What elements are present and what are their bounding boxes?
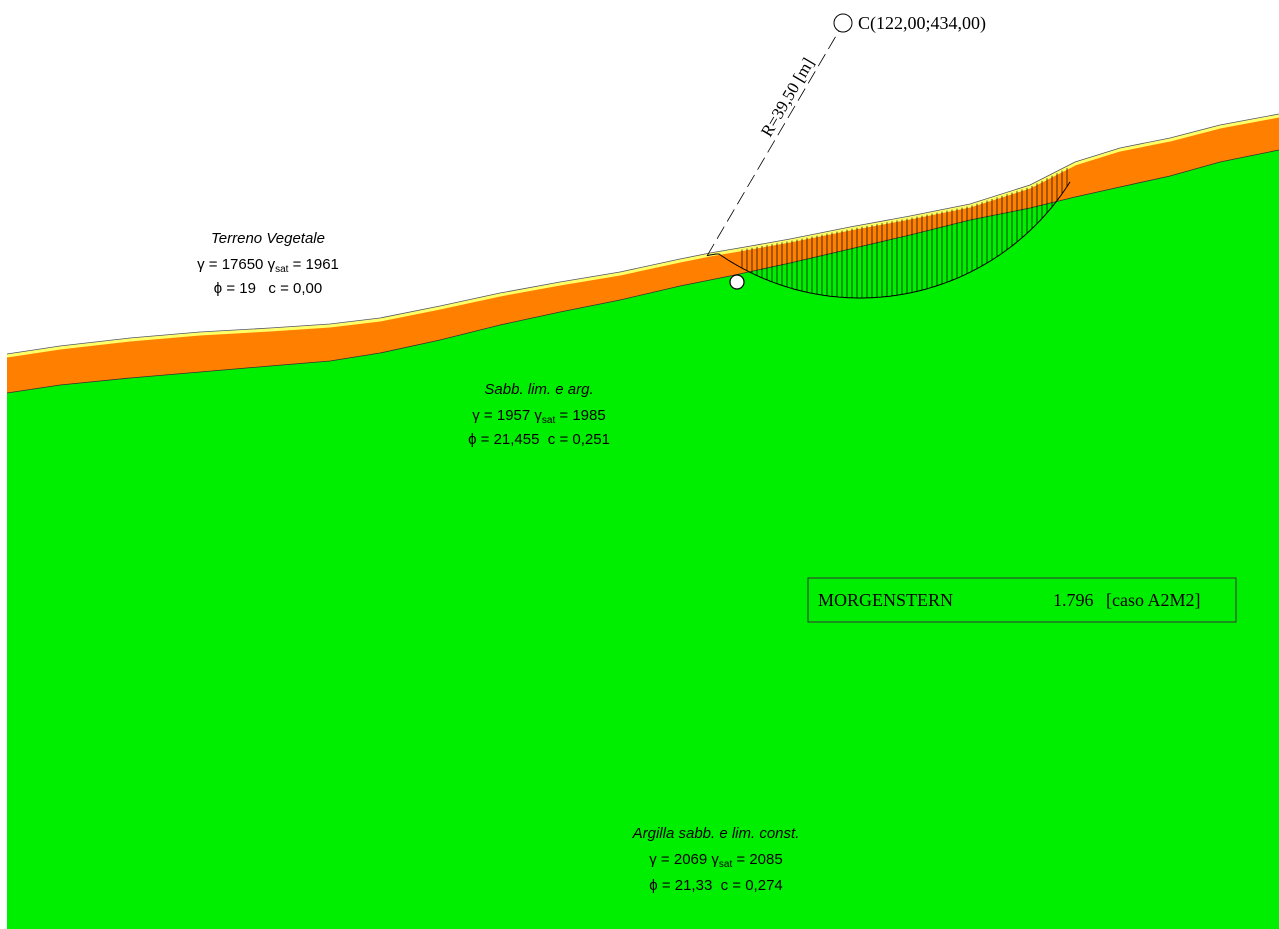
layer-phi-c: ϕ = 19 c = 0,00 <box>214 280 322 297</box>
ground-surface-outline <box>6 113 1279 355</box>
topsoil-layer <box>7 117 1279 393</box>
layer-label-terreno-vegetale: Terreno Vegetale γ = 17650 γsat = 1961 ϕ… <box>197 230 339 297</box>
layer-gamma: γ = 1957 γsat = 1985 <box>472 407 605 426</box>
layer-name: Sabb. lim. e arg. <box>484 381 593 398</box>
ground-surface-line <box>6 114 1279 358</box>
layer-boundary-line <box>6 149 1279 394</box>
layer-phi-c: ϕ = 21,33 c = 0,274 <box>649 877 783 894</box>
slip-surface-arc <box>706 181 1071 299</box>
center-marker-icon <box>833 13 853 33</box>
center-label: C(122,00;434,00) <box>858 13 986 34</box>
layer-phi-c: ϕ = 21,455 c = 0,251 <box>468 431 610 448</box>
layer-gamma: γ = 17650 γsat = 1961 <box>197 256 339 275</box>
layer-label-argilla: Argilla sabb. e lim. const. γ = 2069 γsa… <box>632 825 800 894</box>
result-case: [caso A2M2] <box>1106 590 1200 610</box>
radius-label: R=39,50 [m] <box>757 55 818 141</box>
layer-label-sabbia: Sabb. lim. e arg. γ = 1957 γsat = 1985 ϕ… <box>468 381 610 448</box>
slip-surface-hatch <box>741 168 1068 298</box>
layer-name: Terreno Vegetale <box>211 230 325 247</box>
ground-layer <box>7 150 1279 929</box>
result-method: MORGENSTERN <box>818 590 953 610</box>
layer-name: Argilla sabb. e lim. const. <box>632 825 800 842</box>
layer-gamma: γ = 2069 γsat = 2085 <box>649 851 782 870</box>
radius-line <box>706 23 844 257</box>
result-box <box>807 577 1237 623</box>
result-value: 1.796 <box>1053 590 1094 610</box>
slip-point-marker-icon <box>729 274 745 290</box>
